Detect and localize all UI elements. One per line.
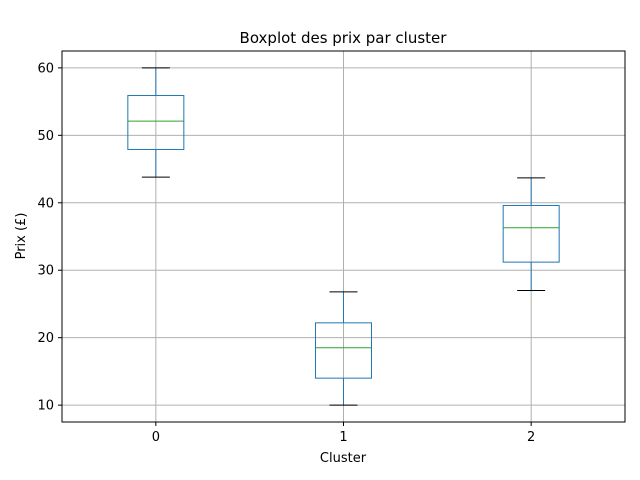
box-cluster-2: [502, 177, 560, 291]
box-cluster-0: [127, 67, 185, 178]
y-tick-label: 50: [37, 129, 54, 144]
y-tick-label: 60: [37, 61, 54, 76]
grid-lines: [62, 51, 625, 422]
x-axis-label: Cluster: [320, 451, 367, 466]
y-axis-label: Prix (£): [14, 213, 29, 260]
x-tick-label: 0: [152, 430, 160, 445]
y-axis-ticks: 10 20 30 40 50 60: [37, 61, 62, 414]
plot-frame: [61, 50, 626, 423]
box-group: [127, 67, 560, 406]
x-tick-label: 1: [339, 430, 347, 445]
box-cluster-1: [315, 291, 372, 406]
y-tick-label: 30: [37, 264, 54, 279]
iqr-box: [315, 322, 372, 379]
y-tick-label: 10: [37, 399, 54, 414]
y-tick-label: 20: [37, 331, 54, 346]
x-axis-ticks: 0 1 2: [152, 422, 535, 445]
iqr-box: [502, 204, 560, 263]
y-tick-label: 40: [37, 196, 54, 211]
x-tick-label: 2: [527, 430, 535, 445]
iqr-box: [127, 95, 185, 150]
chart-title: Boxplot des prix par cluster: [240, 29, 448, 47]
